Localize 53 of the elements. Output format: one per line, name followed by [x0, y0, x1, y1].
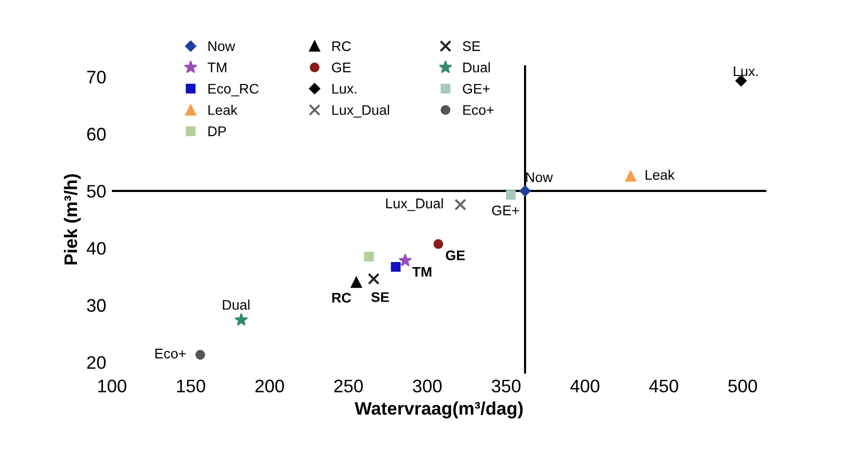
point: [368, 272, 380, 285]
annotation: Now: [526, 172, 553, 182]
x-tick-label: 500: [728, 380, 757, 392]
legend-label: RC: [332, 41, 351, 52]
annotation: Lux_Dual: [386, 198, 443, 211]
annotation: Lux.: [734, 66, 758, 76]
x-tick-label: 450: [649, 380, 678, 392]
point: [519, 185, 531, 197]
x-tick-label: 400: [570, 380, 600, 392]
legend-label: SE: [462, 41, 480, 52]
x-axis-title: Watervraag(m³/dag): [354, 402, 523, 418]
x-tick-label: 150: [177, 380, 206, 392]
y-axis-title: Piek (m³/h): [64, 174, 81, 264]
legend-label: Leak: [208, 104, 238, 115]
point: [433, 239, 444, 249]
legend-label: Dual: [463, 62, 490, 72]
legend-label: Lux.: [332, 84, 356, 94]
point: [625, 170, 636, 182]
annotation: GE+: [492, 206, 519, 216]
legend-label: Eco_RC: [208, 84, 259, 96]
legend-label: GE+: [462, 84, 490, 94]
x-tick-label: 200: [255, 380, 284, 392]
annotation: Leak: [646, 170, 675, 180]
legend-label: Now: [208, 41, 236, 52]
point: [390, 262, 401, 272]
point: [195, 350, 206, 360]
point: [506, 190, 516, 200]
annotation: Eco+: [155, 348, 186, 358]
legend-label: Lux_Dual: [332, 104, 390, 118]
y-tick-label: 20: [87, 356, 106, 369]
legend-label: GE: [332, 62, 351, 72]
annotation: RC: [332, 292, 352, 303]
point: [350, 276, 362, 288]
point: [234, 313, 248, 326]
legend-label: Eco+: [463, 105, 494, 115]
point: [454, 198, 466, 211]
annotation: GE: [446, 250, 465, 260]
x-tick-label: 300: [412, 380, 442, 392]
x-tick-label: 100: [98, 380, 126, 392]
y-tick-label: 50: [87, 184, 106, 198]
legend-label: DP: [208, 126, 226, 136]
point: [364, 252, 374, 262]
y-tick-label: 60: [87, 128, 106, 141]
x-tick-label: 250: [334, 380, 363, 392]
legend-label: TM: [208, 62, 226, 72]
annotation: TM: [412, 267, 432, 277]
y-tick-label: 30: [86, 299, 106, 312]
y-tick-label: 70: [87, 70, 106, 84]
annotation: Dual: [222, 300, 250, 310]
point: [398, 254, 412, 266]
x-tick-label: 350: [492, 380, 520, 392]
annotation: SE: [371, 292, 389, 302]
y-tick-label: 40: [86, 242, 106, 255]
